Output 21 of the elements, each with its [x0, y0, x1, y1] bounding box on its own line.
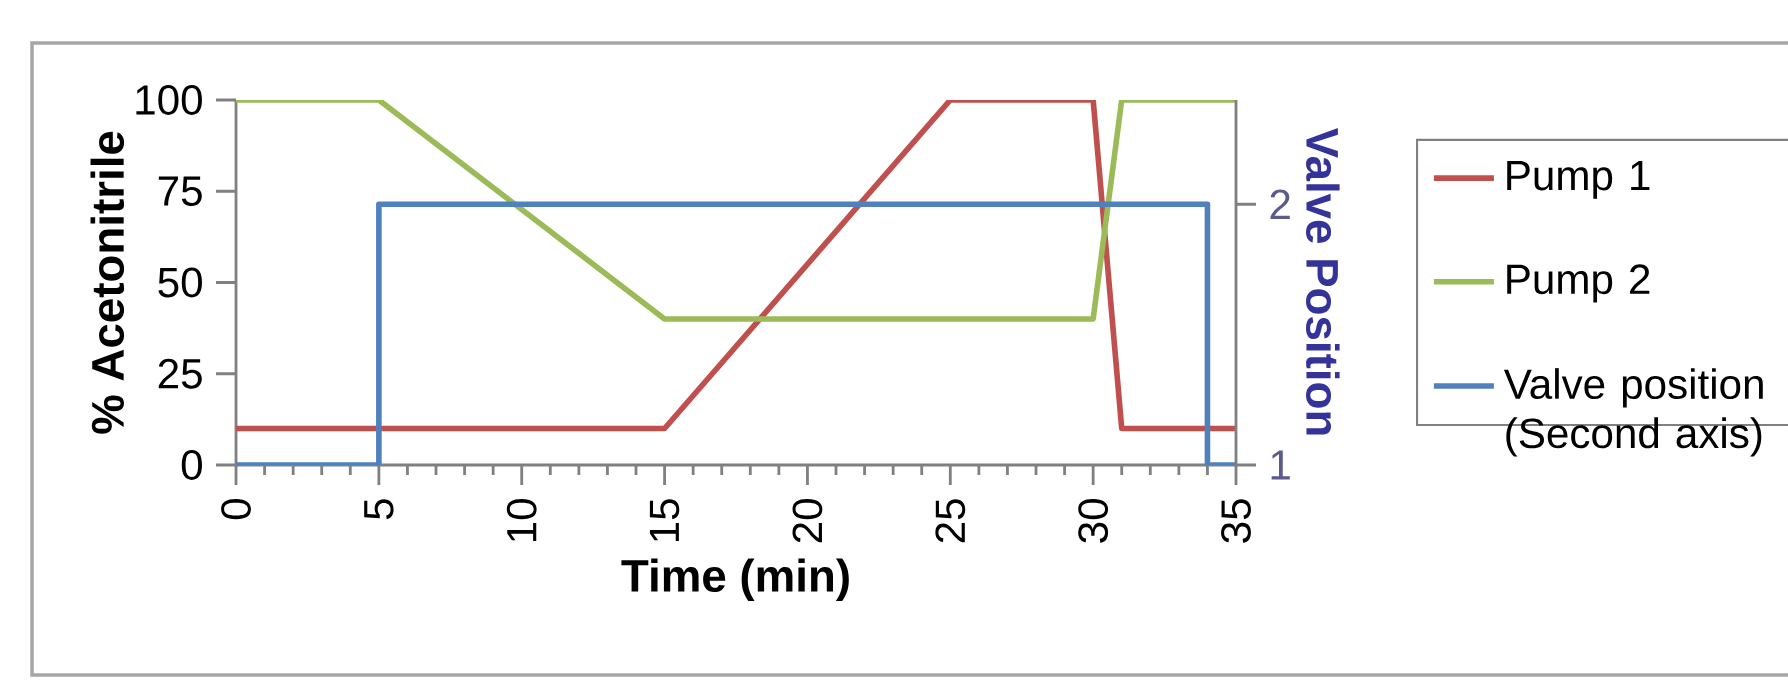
y-tick-label: 25	[158, 358, 202, 389]
x-tick-label: 0	[221, 499, 251, 520]
legend-label: Valve position (Second axis)	[1503, 368, 1763, 457]
x-tick-label: 25	[935, 499, 966, 543]
x-tick-label: 30	[1078, 499, 1109, 543]
x-tick-label: 35	[1221, 499, 1251, 543]
y-axis-title: % Acetonitrile	[90, 131, 125, 434]
y-tick-label: 50	[158, 267, 202, 298]
y-tick-label: 0	[181, 450, 202, 480]
y2-tick-label: 2	[1270, 189, 1290, 219]
x-tick-label: 15	[649, 499, 680, 542]
y-tick-label: 100	[136, 85, 202, 115]
y-tick-label: 75	[158, 176, 202, 206]
legend-label: Pump 1	[1507, 161, 1650, 199]
legend-label: Pump 2	[1507, 264, 1650, 303]
y2-tick-label: 1	[1271, 450, 1290, 480]
x-tick-label: 5	[364, 499, 394, 520]
x-tick-label: 20	[792, 499, 823, 543]
x-tick-label: 10	[506, 499, 537, 542]
y2-axis-title: Valve Position	[1306, 127, 1340, 435]
x-axis-title: Time (min)	[621, 558, 849, 602]
